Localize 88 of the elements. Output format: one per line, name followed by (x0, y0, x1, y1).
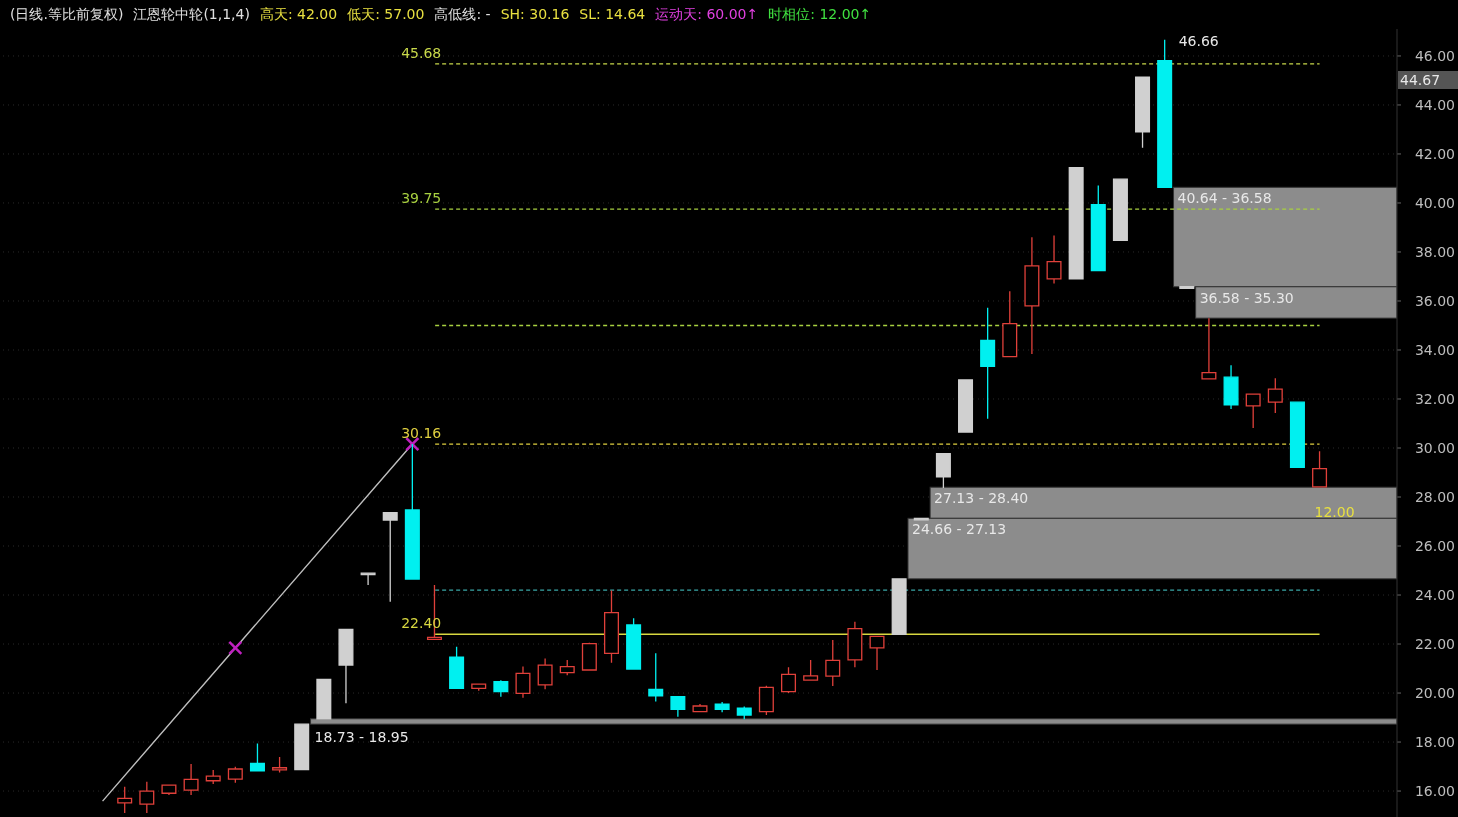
y-tick-label: 28.00 (1414, 489, 1455, 506)
y-tick-label: 40.00 (1414, 194, 1455, 211)
candlestick (139, 781, 155, 814)
candlestick (1024, 236, 1040, 355)
candlestick (1267, 377, 1283, 414)
chart-title: (日线.等比前复权) (10, 6, 124, 22)
y-tick-label: 46.00 (1414, 47, 1455, 64)
candlestick (670, 696, 686, 718)
text: 44.67 (1400, 72, 1441, 88)
band-label: 27.13 - 28.40 (934, 490, 1029, 507)
candlestick (227, 766, 243, 784)
y-tick-label: 44.00 (1414, 96, 1455, 113)
candlestick (316, 678, 332, 720)
candlestick (249, 742, 265, 772)
ref-line-label: 30.16 (401, 425, 442, 442)
text: 高低线: - (434, 6, 491, 22)
candlestick (869, 635, 885, 671)
y-tick-label: 20.00 (1414, 685, 1455, 702)
candlestick (515, 665, 531, 699)
y-tick-label: 36.00 (1414, 292, 1455, 309)
candlestick (493, 679, 509, 698)
band-label: 24.66 - 27.13 (911, 521, 1007, 538)
candlestick (891, 578, 907, 635)
y-tick-label: 24.00 (1414, 587, 1455, 604)
candlestick (1068, 167, 1084, 280)
y-tick-label: 30.00 (1414, 440, 1455, 456)
candlestick (537, 657, 553, 691)
ref-line-label: 45.68 (401, 44, 442, 61)
candlestick (1046, 234, 1062, 285)
candlestick (581, 642, 597, 671)
text: 时相位: 12.00↑ (768, 6, 872, 22)
candlestick (935, 452, 951, 489)
candlestick (360, 572, 376, 586)
y-tick-label: 34.00 (1414, 341, 1455, 358)
candlestick (803, 659, 819, 681)
y-tick-label: 38.00 (1414, 243, 1455, 260)
band-label: 40.64 - 36.58 (1177, 190, 1272, 207)
candlestick (294, 723, 310, 771)
y-tick-label: 18.00 (1414, 734, 1455, 751)
candlestick (758, 685, 774, 716)
candlestick (648, 652, 664, 703)
candlestick (1201, 317, 1217, 380)
candlestick (1090, 184, 1106, 272)
candlestick (205, 769, 221, 785)
candlestick (626, 617, 642, 670)
candlestick (183, 763, 199, 796)
candlestick (1312, 450, 1328, 488)
text: 运动天: 60.00↑ (655, 6, 759, 22)
annotation: 46.66 (1178, 32, 1219, 49)
candlestick (1135, 76, 1151, 149)
chart-subtitle: 江恩轮中轮(1,1,4) (133, 6, 250, 22)
ref-line-label: 39.75 (401, 190, 442, 207)
y-tick-label: 16.00 (1414, 783, 1455, 800)
candlestick (1157, 39, 1173, 188)
candlestick (736, 705, 752, 720)
candlestick (847, 621, 863, 668)
candlestick (1002, 290, 1018, 358)
candlestick (603, 589, 619, 664)
candlestick (1245, 393, 1261, 429)
candlestick (272, 756, 288, 774)
candlestick (471, 683, 487, 692)
candlestick (449, 646, 465, 690)
candlestick (1223, 364, 1239, 410)
candlestick (1179, 286, 1195, 289)
y-tick-label: 42.00 (1414, 145, 1455, 162)
candlestick (338, 628, 354, 704)
text: SH: 30.16 (500, 6, 570, 22)
annotation: 12.00 (1314, 503, 1355, 520)
candlestick (714, 701, 730, 713)
candlestick (161, 783, 177, 796)
candlestick (1112, 178, 1128, 242)
candlestick (559, 659, 575, 676)
text: 低天: 57.00 (347, 6, 425, 22)
band-label: 36.58 - 35.30 (1199, 289, 1294, 306)
y-tick-label: 32.00 (1414, 391, 1455, 407)
candlestick (692, 703, 708, 713)
y-tick-label: 26.00 (1414, 538, 1455, 555)
candlestick (382, 512, 398, 603)
candlestick (117, 785, 133, 814)
candlestick (825, 639, 841, 687)
candlestick (958, 379, 974, 433)
text: 高天: 42.00 (259, 6, 338, 22)
candlestick (781, 666, 797, 694)
y-tick-label: 22.00 (1414, 636, 1455, 653)
candlestick (980, 307, 996, 420)
band-label: 18.73 - 18.95 (314, 729, 409, 746)
candlestick (1289, 401, 1305, 469)
text: SL: 14.64 (579, 6, 646, 22)
